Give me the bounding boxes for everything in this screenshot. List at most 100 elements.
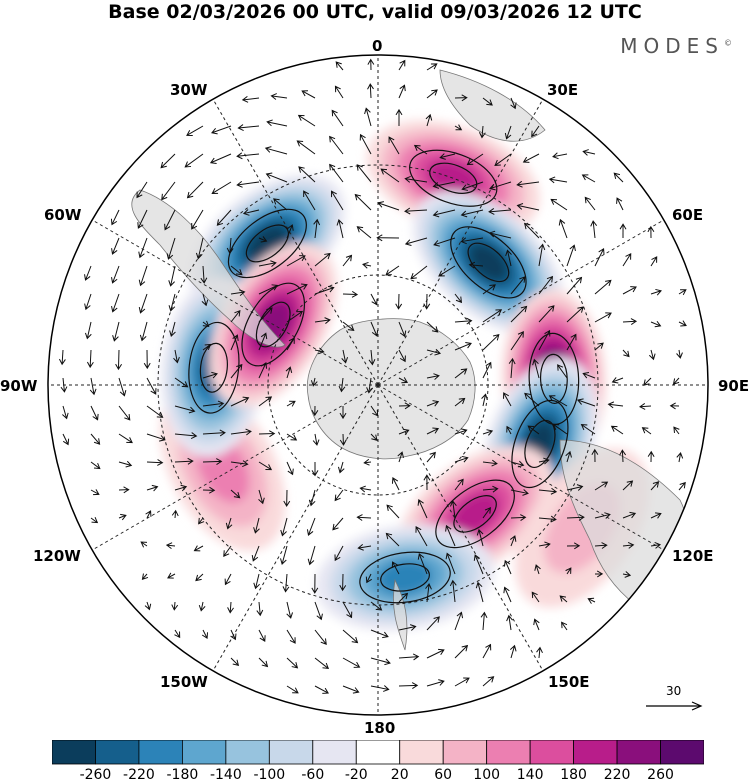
wind-arrow	[256, 601, 264, 617]
wind-arrow	[426, 451, 436, 463]
wind-arrow	[523, 222, 540, 239]
wind-arrow	[613, 172, 624, 183]
wind-arrow	[225, 517, 233, 530]
wind-arrow	[622, 480, 634, 491]
wind-arrow	[258, 657, 269, 668]
colorbar-tick-label: -60	[301, 767, 325, 783]
wind-arrow	[186, 181, 204, 199]
wind-arrow	[280, 517, 288, 537]
wind-arrow	[145, 510, 152, 519]
wind-arrow	[650, 256, 658, 267]
wind-arrow	[195, 237, 204, 260]
wind-arrow	[622, 541, 635, 549]
wind-arrow	[508, 357, 516, 379]
wind-arrow	[339, 405, 347, 420]
wind-arrow	[445, 524, 456, 547]
wind-arrow	[454, 428, 468, 435]
wind-arrow	[143, 349, 151, 370]
wind-arrow	[398, 59, 406, 71]
colorbar-swatch	[573, 740, 618, 765]
wind-arrow	[370, 433, 378, 441]
wind-arrow	[314, 657, 330, 670]
colorbar	[52, 740, 704, 765]
lon-label-150w: 150W	[160, 673, 208, 691]
wind-arrow	[168, 265, 176, 287]
wind-arrow	[270, 93, 288, 100]
logo-text: MODES	[620, 34, 724, 58]
wind-arrow	[445, 552, 456, 575]
wind-arrow	[58, 349, 66, 366]
wind-arrow	[342, 601, 353, 619]
wind-arrow	[426, 89, 438, 99]
wind-arrow	[413, 144, 428, 155]
wind-arrow	[565, 450, 572, 463]
wind-arrow	[342, 321, 355, 331]
wind-arrow	[527, 425, 540, 435]
wind-arrow	[84, 293, 92, 311]
wind-arrow	[357, 543, 372, 551]
lon-label-180: 180	[364, 719, 396, 737]
anomaly-low-pacific	[315, 524, 495, 631]
wind-arrow	[62, 433, 70, 446]
wind-arrow	[356, 514, 372, 521]
wind-arrow	[253, 573, 260, 590]
wind-arrow	[200, 265, 208, 284]
streamline-ring	[453, 495, 497, 533]
wind-arrow	[538, 275, 554, 295]
streamline-ring	[241, 282, 306, 367]
wind-arrow	[236, 180, 260, 188]
wind-arrow	[566, 306, 584, 323]
wind-arrow	[398, 624, 417, 631]
wind-arrow	[489, 181, 512, 191]
wind-arrow	[251, 545, 260, 562]
wind-arrow	[426, 400, 440, 407]
wind-arrow	[454, 644, 469, 659]
wind-arrow	[454, 341, 472, 351]
streamline-ring	[429, 162, 478, 194]
wind-arrow	[230, 629, 237, 641]
wind-arrow	[504, 125, 512, 140]
lon-label-60e: 60E	[672, 206, 704, 224]
wind-arrow	[356, 164, 372, 183]
wind-arrow	[678, 320, 687, 327]
wind-arrow	[258, 260, 277, 268]
wind-arrow	[581, 174, 596, 183]
wind-arrow	[191, 209, 204, 230]
streamline-ring	[511, 399, 569, 489]
wind-arrow	[622, 349, 630, 358]
wind-arrow	[227, 601, 234, 614]
wind-arrow	[171, 601, 179, 611]
wind-arrow	[398, 84, 406, 99]
colorbar-tick-label: 60	[434, 767, 453, 783]
wind-arrow	[195, 573, 204, 582]
arrow-right-icon	[691, 701, 703, 711]
wind-arrow	[146, 377, 157, 395]
wind-arrow	[186, 125, 204, 136]
wind-arrow	[60, 377, 68, 393]
wind-arrow	[548, 176, 568, 184]
wind-arrow	[566, 244, 576, 267]
wind-arrow	[510, 305, 528, 323]
wind-arrow	[167, 572, 176, 579]
wind-arrow	[230, 289, 246, 297]
wind-arrow	[359, 485, 372, 493]
wind-arrow	[286, 461, 294, 476]
wind-arrow	[230, 396, 250, 407]
wind-arrow	[538, 457, 550, 465]
wind-arrow	[676, 349, 683, 359]
wind-arrow	[230, 657, 240, 667]
wind-arrow	[311, 461, 319, 477]
streamline-ring	[255, 301, 291, 348]
colorbar-swatch	[486, 740, 531, 765]
wind-arrow	[607, 401, 624, 409]
wind-arrow	[118, 433, 133, 444]
wind-arrow	[137, 209, 148, 229]
wind-arrow	[423, 293, 431, 310]
wind-arrow	[594, 279, 612, 295]
wind-arrow	[286, 433, 298, 441]
wind-arrow	[550, 198, 568, 211]
colorbar-swatch	[616, 740, 661, 765]
wind-arrow	[334, 85, 344, 99]
wind-arrow	[423, 474, 431, 491]
colorbar-tick-label: -220	[123, 767, 155, 783]
